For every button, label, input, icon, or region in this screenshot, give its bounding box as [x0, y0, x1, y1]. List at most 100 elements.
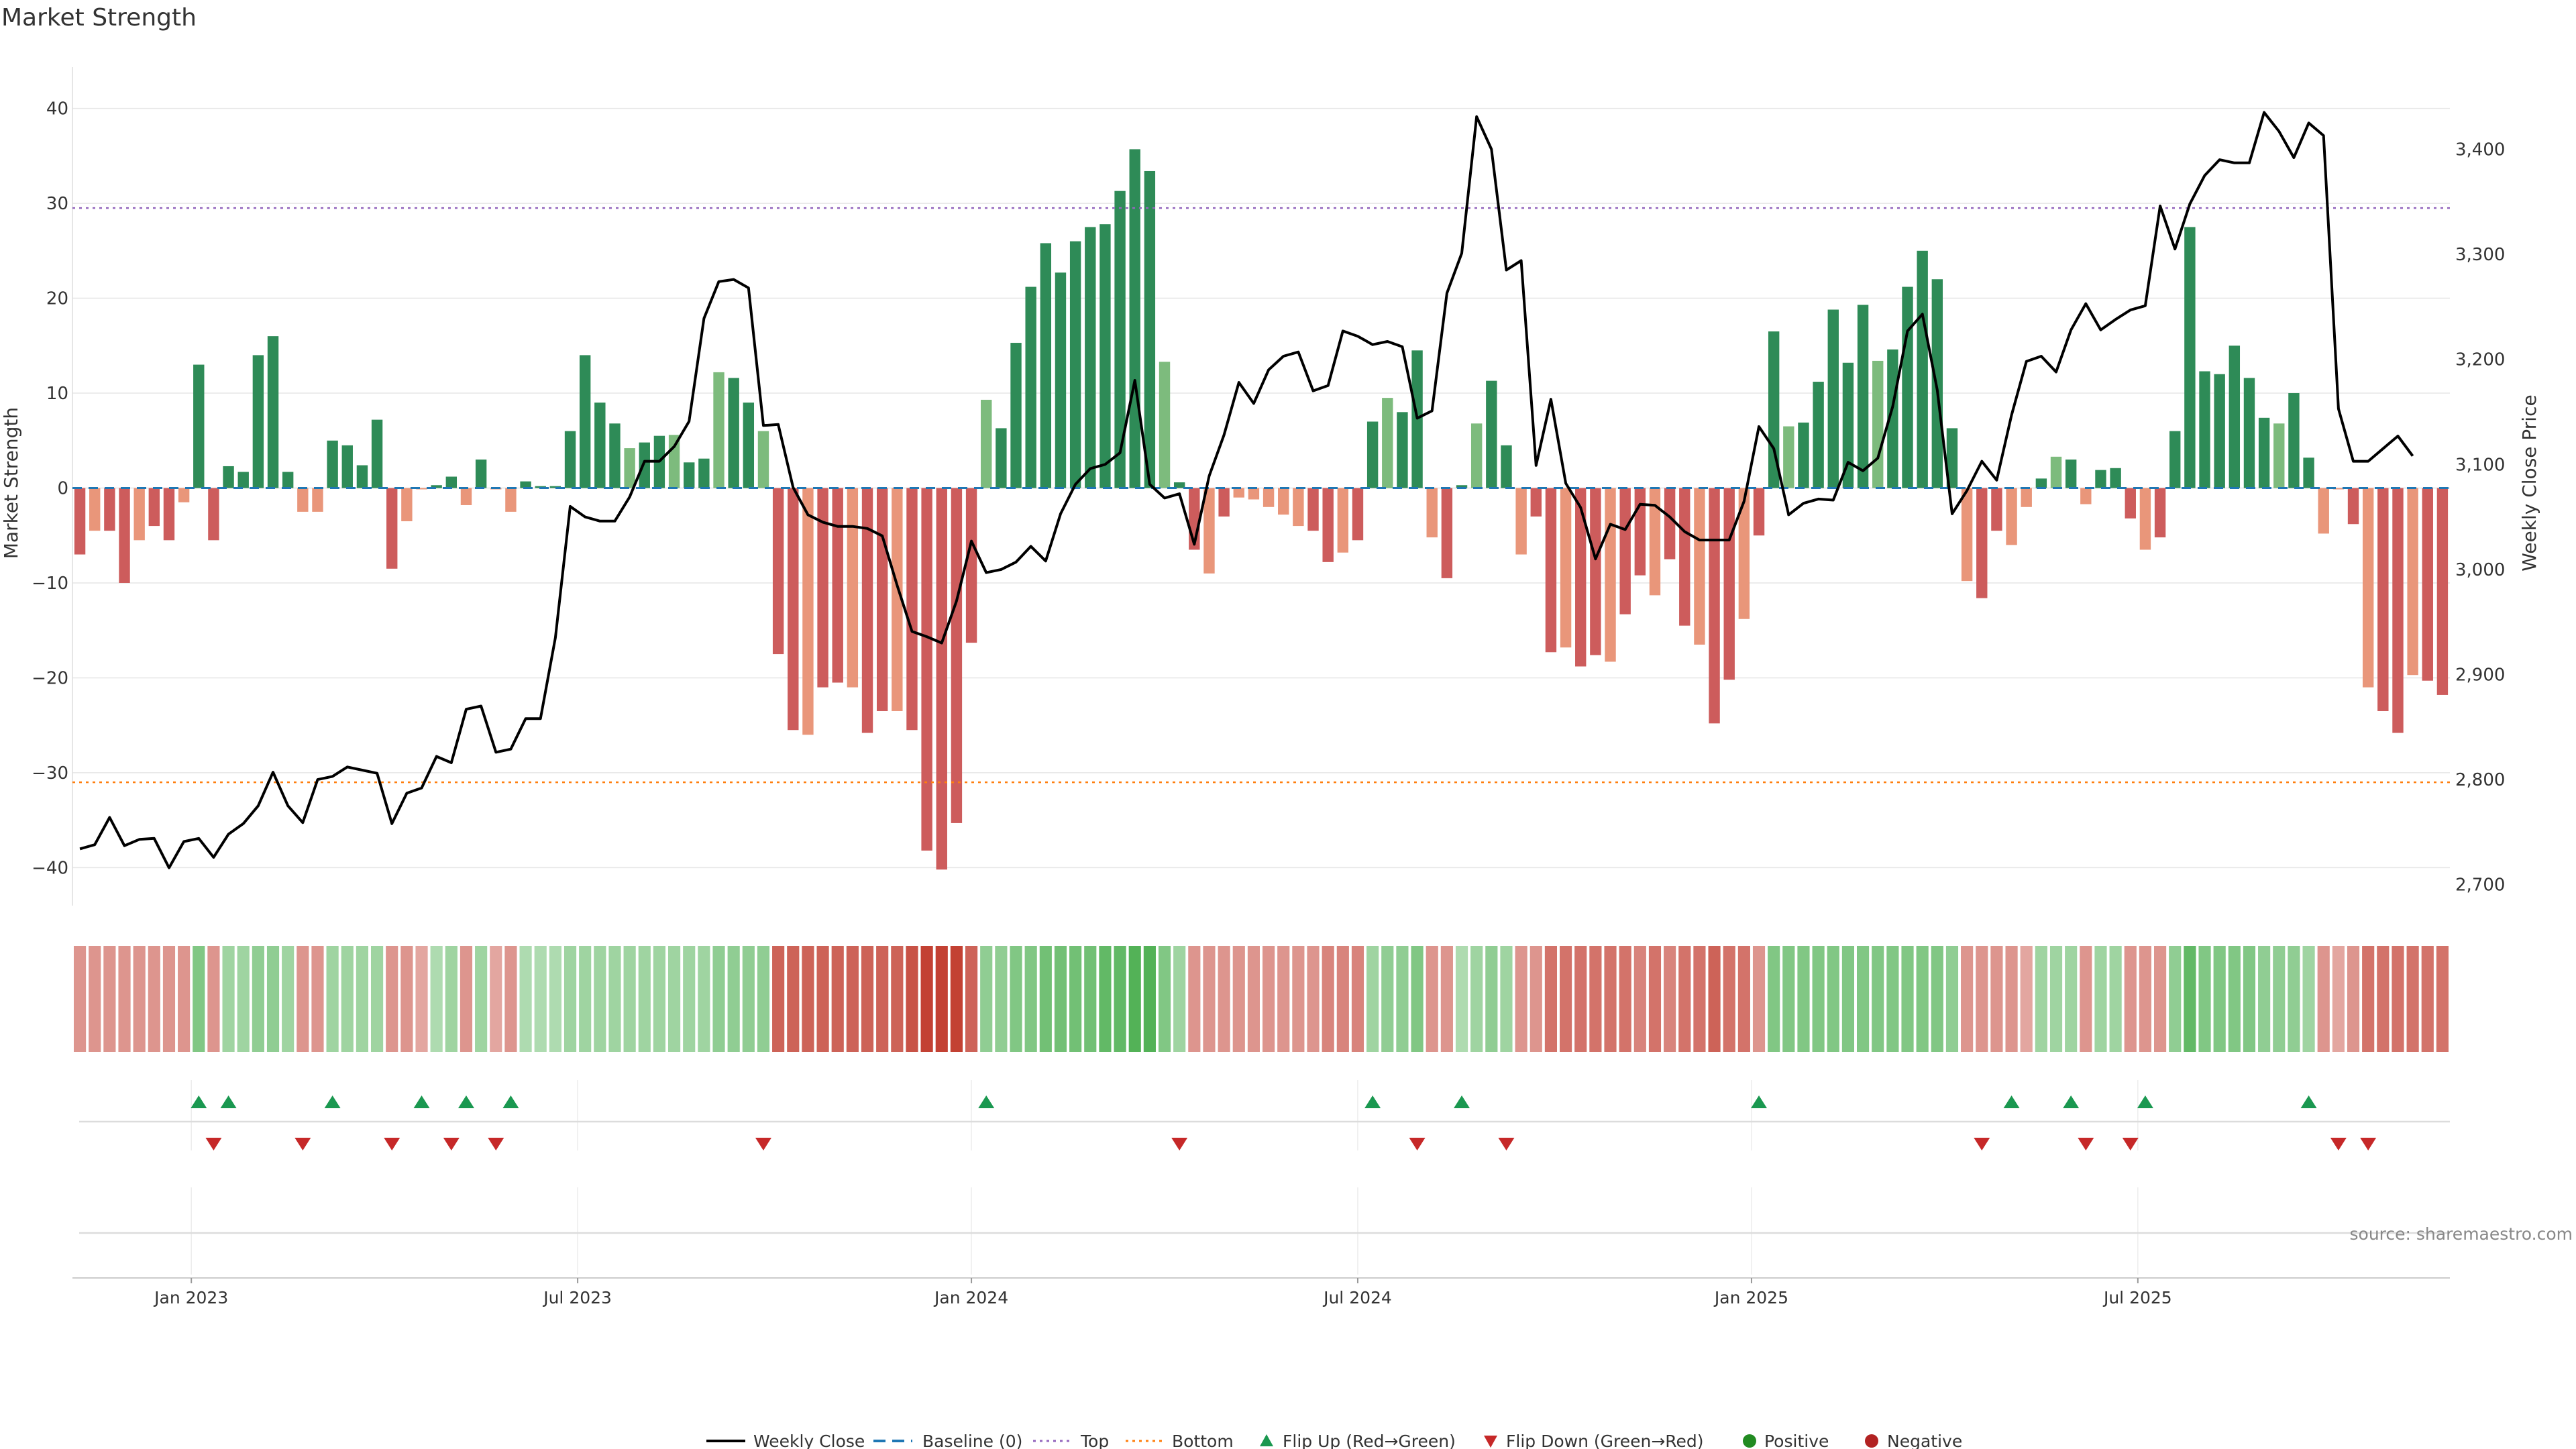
heat-cell [133, 946, 146, 1052]
y-tick-label: 10 [46, 384, 68, 404]
heat-cell [1470, 946, 1483, 1052]
heat-cell [831, 946, 844, 1052]
heat-cell [1277, 946, 1290, 1052]
heat-cell [2035, 946, 2047, 1052]
strength-bar [668, 435, 680, 488]
strength-bar [1902, 286, 1913, 488]
y2-tick-label: 2,800 [2455, 770, 2505, 790]
heat-cell [1827, 946, 1839, 1052]
strength-bar [1337, 488, 1349, 553]
heat-cell [980, 946, 993, 1052]
strength-bar [356, 465, 368, 488]
heat-cell [1128, 946, 1141, 1052]
strength-bar [1397, 412, 1408, 488]
strength-bar [74, 488, 86, 555]
y-tick-label: 0 [57, 479, 68, 499]
strength-bar [594, 402, 606, 488]
strength-bar [1545, 488, 1557, 653]
heat-cell [1143, 946, 1156, 1052]
heat-cell [1752, 946, 1766, 1052]
flip-down-marker [384, 1138, 400, 1150]
heat-cell [1307, 946, 1320, 1052]
strength-bar [341, 445, 353, 488]
strength-bar [2139, 488, 2151, 550]
x-tick-label: Jan 2024 [933, 1288, 1008, 1307]
heat-cell [1218, 946, 1230, 1052]
y2-tick-label: 2,900 [2455, 665, 2505, 685]
heat-cell [816, 946, 829, 1052]
heat-cell [1872, 946, 1884, 1052]
strength-bar [847, 488, 859, 688]
strength-bar [520, 481, 531, 488]
strength-bar [906, 488, 918, 731]
heat-cell [1114, 946, 1126, 1052]
heat-cell [608, 946, 621, 1052]
strength-bar [1233, 488, 1244, 498]
heat-cell [445, 946, 458, 1052]
strength-bar [1694, 488, 1705, 645]
heat-cell [787, 946, 800, 1052]
strength-bar [1144, 170, 1156, 488]
heat-cell [504, 946, 517, 1052]
heat-cell [1351, 946, 1364, 1052]
strength-bar [2362, 488, 2374, 688]
heat-cell [1262, 946, 1275, 1052]
strength-bar [1887, 349, 1898, 488]
heat-cell [2153, 946, 2167, 1052]
heat-cell [1678, 946, 1691, 1052]
strength-bar [2080, 488, 2092, 504]
heat-cell [920, 946, 933, 1052]
heat-cell [73, 946, 87, 1052]
heat-cell [1901, 946, 1914, 1052]
heat-cell [103, 946, 116, 1052]
x-tick-label: Jul 2025 [2102, 1288, 2172, 1307]
heat-cell [1232, 946, 1245, 1052]
strength-bar [1813, 382, 1824, 488]
strength-bar [936, 488, 947, 870]
x-tick-label: Jul 2023 [542, 1288, 612, 1307]
heat-cell [118, 946, 131, 1052]
heat-cell [594, 946, 606, 1052]
strength-bar [2377, 488, 2389, 711]
strength-bar [549, 486, 561, 488]
strength-bar [1827, 309, 1839, 488]
strength-bar [252, 355, 264, 488]
heat-cell [1664, 946, 1676, 1052]
strength-bar [1366, 421, 1379, 488]
strength-bar [832, 488, 843, 683]
strength-bar [1738, 488, 1750, 619]
heat-cell [2377, 946, 2390, 1052]
strength-bar [401, 488, 413, 522]
strength-bar [1619, 488, 1631, 614]
strength-bar [2422, 488, 2433, 681]
strength-bar [1605, 488, 1616, 662]
heat-cell [549, 946, 561, 1052]
heat-cell [341, 946, 354, 1052]
strength-bar [208, 488, 219, 541]
heat-cell [297, 946, 309, 1052]
strength-bar [2154, 488, 2166, 538]
strength-bar [564, 431, 576, 488]
strength-bar [312, 488, 323, 512]
heat-cell [698, 946, 710, 1052]
heat-cell [282, 946, 294, 1052]
heat-cell [1455, 946, 1468, 1052]
heat-cell [193, 946, 205, 1052]
strength-bar [178, 488, 190, 502]
heat-cell [2243, 946, 2256, 1052]
strength-bar [2169, 431, 2181, 488]
y-tick-label: 40 [46, 99, 68, 119]
strength-bar [951, 488, 963, 823]
y2-tick-label: 3,400 [2455, 140, 2505, 160]
price-layer [79, 111, 2414, 869]
strength-bar [1946, 428, 1958, 488]
flip-down-marker [2360, 1138, 2377, 1150]
heat-cell [1797, 946, 1810, 1052]
flip-down-marker [755, 1138, 771, 1150]
strength-bar [89, 488, 101, 531]
heat-cell [519, 946, 532, 1052]
chart-title: Market Strength [1, 4, 197, 32]
heat-cell [1054, 946, 1067, 1052]
